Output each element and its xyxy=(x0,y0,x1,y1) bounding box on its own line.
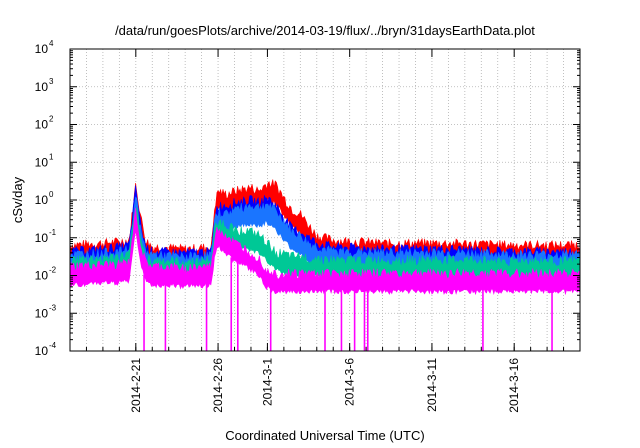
chart-title: /data/run/goesPlots/archive/2014-03-19/f… xyxy=(115,23,535,38)
y-tick-label: 10 xyxy=(35,269,49,283)
x-tick-label: 2014-3-6 xyxy=(343,358,357,406)
y-tick-exponent: -4 xyxy=(49,341,57,350)
y-tick-label: 10 xyxy=(35,193,49,207)
y-tick-exponent: 0 xyxy=(49,190,54,199)
x-axis-title: Coordinated Universal Time (UTC) xyxy=(225,428,424,443)
y-tick-exponent: 4 xyxy=(49,39,54,48)
y-tick-exponent: -3 xyxy=(49,303,57,312)
y-tick-label: 10 xyxy=(35,118,49,132)
series-layer xyxy=(69,179,581,351)
y-tick-label: 10 xyxy=(35,155,49,169)
x-tick-label: 2014-2-21 xyxy=(129,358,143,413)
y-tick-label: 10 xyxy=(35,231,49,245)
x-axis: 2014-2-21 2014-2-26 2014-3-1 2014-3-6 2014-3… xyxy=(69,49,581,413)
y-tick-exponent: 1 xyxy=(49,152,54,161)
y-tick-exponent: -1 xyxy=(49,228,57,237)
y-tick-label: 10 xyxy=(35,42,49,56)
y-tick-label: 10 xyxy=(35,80,49,94)
x-tick-label: 2014-3-16 xyxy=(507,358,521,413)
x-tick-label: 2014-3-1 xyxy=(260,358,274,406)
x-tick-label: 2014-2-26 xyxy=(211,358,225,413)
y-tick-exponent: -2 xyxy=(49,266,57,275)
x-tick-label: 2014-3-11 xyxy=(425,358,439,412)
y-tick-exponent: 2 xyxy=(49,115,54,124)
y-tick-exponent: 3 xyxy=(49,77,54,86)
y-axis-title: cSv/day xyxy=(10,176,25,223)
y-tick-label: 10 xyxy=(35,306,49,320)
y-tick-label: 10 xyxy=(35,344,49,358)
